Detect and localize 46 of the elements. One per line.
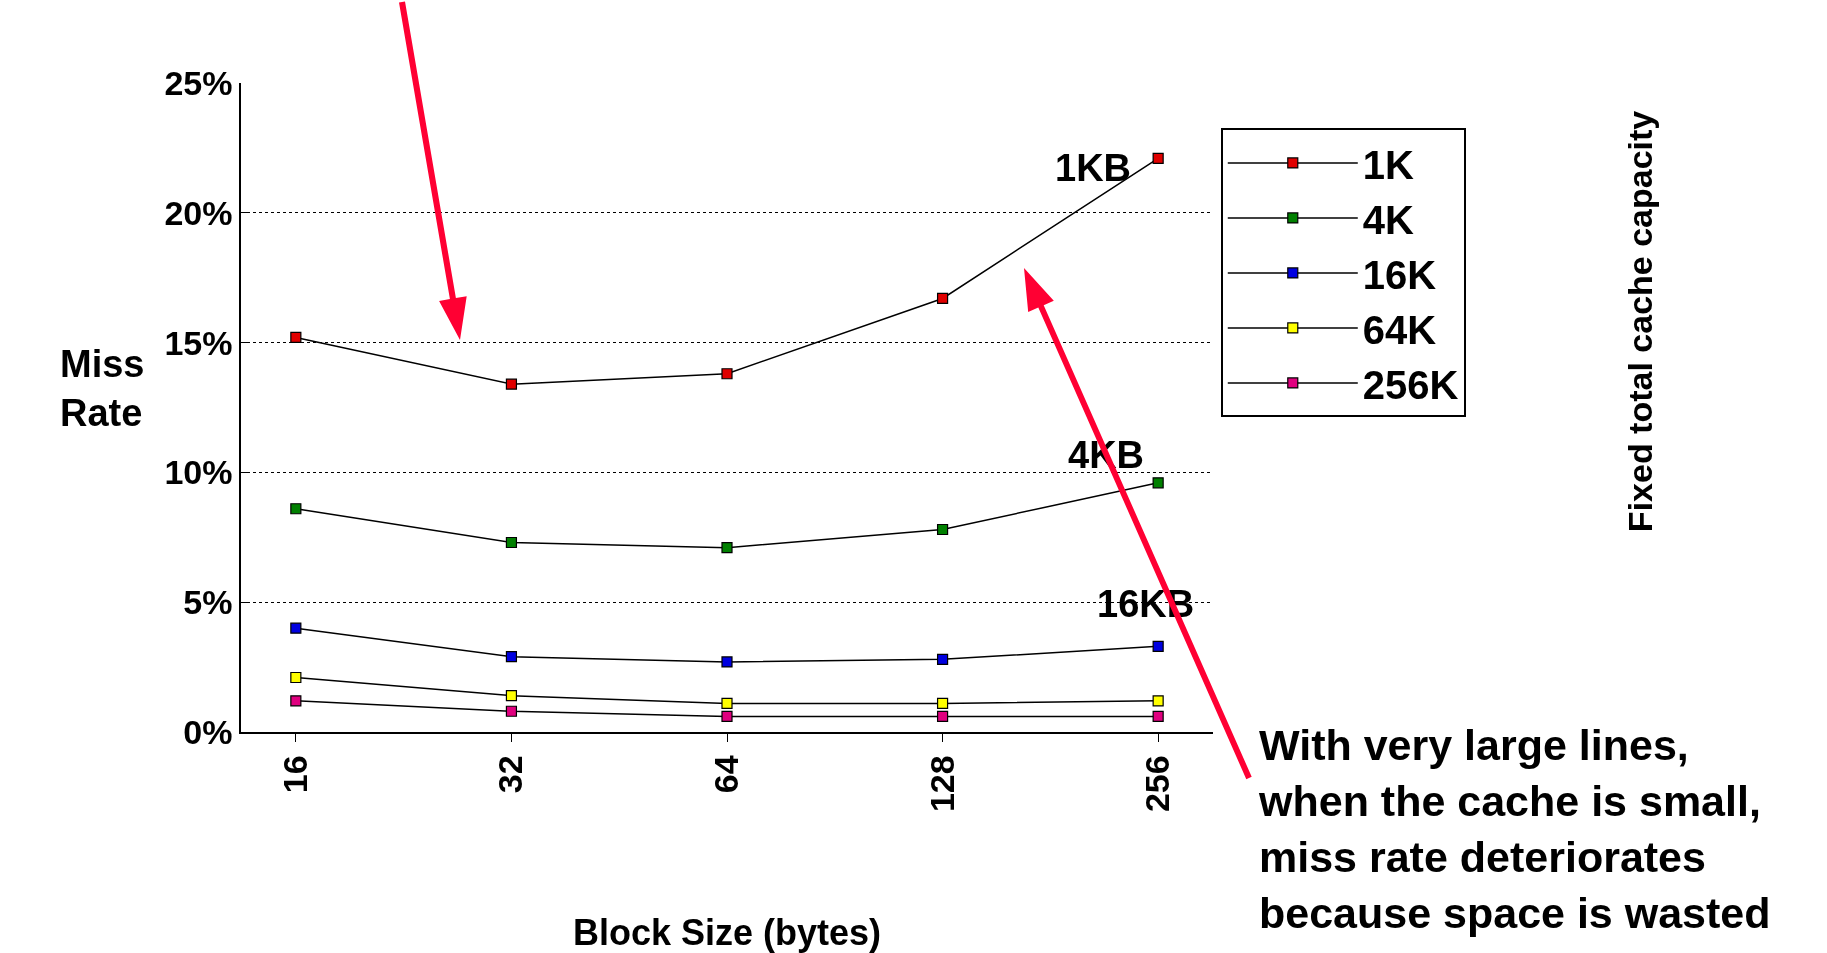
x-tick-label: 32 — [491, 755, 530, 794]
x-tick-label: 256 — [1138, 755, 1177, 813]
point — [936, 292, 949, 305]
annotation: 1KB — [1055, 147, 1132, 189]
point — [1152, 710, 1164, 723]
y-axis-title: Miss Rate — [60, 343, 145, 435]
point — [1152, 640, 1164, 652]
point — [505, 651, 518, 663]
point — [505, 536, 518, 549]
legend-title: Fixed total cache capacity — [1621, 110, 1660, 533]
y-tick-label: 15% — [164, 323, 233, 362]
point — [721, 697, 733, 710]
point — [505, 690, 518, 702]
legend-label: 16K — [1362, 252, 1437, 297]
y-tick-label: 0% — [183, 712, 233, 751]
x-tick-label: 16 — [275, 755, 314, 794]
point — [721, 710, 733, 723]
point — [1152, 152, 1164, 164]
point — [290, 695, 302, 707]
point — [936, 523, 949, 536]
legend-label: 64K — [1362, 307, 1437, 352]
point — [290, 622, 302, 634]
point — [290, 671, 302, 684]
y-tick-label: 25% — [164, 63, 233, 102]
point — [721, 368, 733, 380]
point — [505, 705, 518, 717]
point — [936, 710, 949, 723]
point — [936, 653, 949, 665]
y-tick-label: 10% — [164, 453, 233, 492]
point — [1152, 695, 1164, 707]
x-tick-label: 128 — [922, 755, 961, 813]
x-tick-label: 64 — [707, 755, 746, 794]
y-tick-label: 20% — [164, 193, 233, 232]
y-tick-label: 5% — [183, 583, 233, 622]
legend-label: 4K — [1362, 197, 1415, 242]
point — [721, 542, 733, 554]
point — [290, 331, 302, 344]
x-axis-title: Block Size (bytes) — [572, 912, 882, 953]
point — [505, 378, 518, 390]
point — [936, 697, 949, 710]
point — [1152, 477, 1164, 489]
legend-label: 1K — [1362, 142, 1415, 187]
text: With very large lines, when the cache is small, miss rate deteriorates because space is wasted — [1258, 721, 1771, 937]
point — [290, 503, 302, 515]
point — [721, 656, 733, 668]
legend-label: 256K — [1362, 362, 1459, 407]
